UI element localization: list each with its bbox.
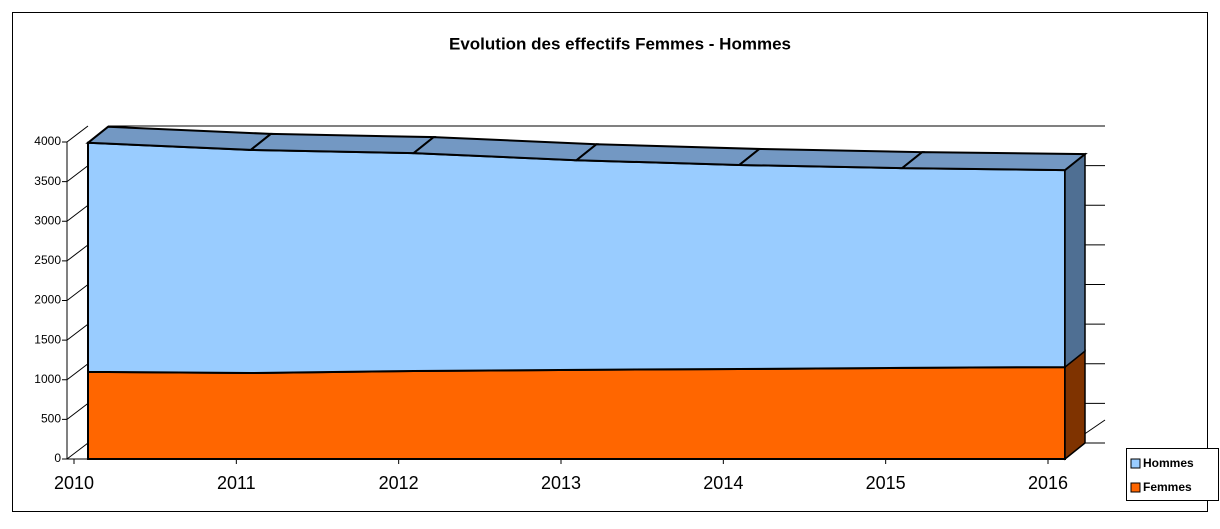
x-tick-label: 2010 bbox=[54, 473, 94, 493]
x-tick-label: 2013 bbox=[541, 473, 581, 493]
wall-tick bbox=[66, 442, 89, 460]
x-tick-label: 2015 bbox=[866, 473, 906, 493]
wall-tick bbox=[66, 323, 89, 341]
x-tick-label: 2011 bbox=[217, 473, 256, 493]
x-tick-label: 2012 bbox=[379, 473, 419, 493]
wall-tick bbox=[66, 363, 89, 381]
chart-title: Evolution des effectifs Femmes - Hommes bbox=[449, 34, 791, 53]
area-top bbox=[899, 151, 1088, 172]
area-side bbox=[1064, 152, 1086, 369]
wall-tick bbox=[66, 284, 89, 301]
legend-label: Hommes bbox=[1143, 456, 1194, 470]
area bbox=[87, 366, 1066, 460]
legend-swatch bbox=[1130, 458, 1141, 469]
y-tick-label: 2000 bbox=[34, 293, 61, 307]
x-tick-label: 2014 bbox=[703, 473, 743, 493]
area-top bbox=[573, 143, 763, 166]
y-tick-label: 4000 bbox=[34, 134, 61, 148]
legend-swatch bbox=[1130, 482, 1141, 493]
wall-tick bbox=[66, 402, 89, 420]
wall-tick bbox=[66, 244, 89, 262]
legend-label: Femmes bbox=[1143, 480, 1192, 494]
legend bbox=[1126, 448, 1219, 501]
wall-tick bbox=[66, 204, 89, 222]
area-side bbox=[1064, 349, 1086, 461]
y-tick-label: 500 bbox=[41, 412, 61, 426]
wall-tick bbox=[66, 125, 89, 143]
y-tick-label: 2500 bbox=[34, 253, 61, 267]
area-top bbox=[248, 132, 437, 155]
y-tick-label: 0 bbox=[54, 451, 61, 465]
y-tick-label: 1000 bbox=[34, 372, 61, 386]
area bbox=[87, 141, 1066, 375]
y-tick-label: 1500 bbox=[34, 332, 61, 346]
y-tick-label: 3000 bbox=[34, 213, 61, 227]
area-top bbox=[736, 147, 925, 170]
wall-tick bbox=[66, 165, 89, 183]
x-tick-label: 2016 bbox=[1028, 473, 1068, 493]
y-tick-label: 3500 bbox=[34, 174, 61, 188]
